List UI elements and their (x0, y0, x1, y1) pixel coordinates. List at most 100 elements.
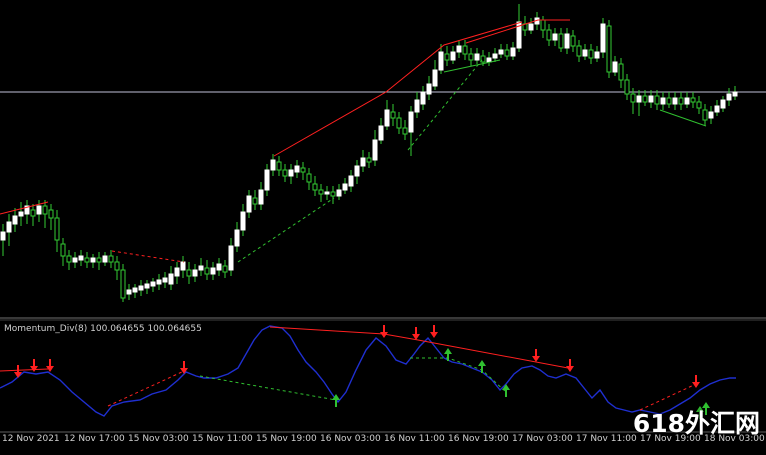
bullish-divergence-dash (237, 197, 335, 263)
bull-candle (492, 53, 498, 59)
bear-candle (468, 53, 474, 61)
bull-candle (354, 165, 360, 177)
bull-candle (360, 157, 366, 167)
green-up-arrow (332, 394, 340, 407)
red-down-arrow (692, 375, 700, 388)
bear-candle (366, 157, 372, 163)
bull-candle (18, 211, 24, 217)
bear-candle (300, 167, 306, 173)
bull-candle (474, 53, 480, 61)
bullish-divergence-dash (199, 375, 337, 401)
bull-candle (162, 277, 168, 283)
bull-candle (612, 61, 618, 73)
bull-candle (426, 83, 432, 95)
time-axis-label: 16 Nov 11:00 (384, 434, 445, 444)
bear-candle (282, 169, 288, 177)
bull-candle (192, 269, 198, 277)
bull-candle (174, 267, 180, 277)
bull-candle (672, 97, 678, 105)
bear-candle (618, 63, 624, 81)
bearish-divergence-line (465, 19, 570, 44)
bear-candle (330, 191, 336, 197)
red-down-arrow (430, 325, 438, 338)
bull-candle (198, 265, 204, 271)
bull-candle (714, 105, 720, 113)
bear-candle (624, 79, 630, 95)
bull-candle (102, 255, 108, 263)
bearish-divergence-line (273, 21, 523, 157)
bear-candle (186, 269, 192, 277)
bearish-divergence-dash (111, 250, 185, 263)
time-axis-label: 12 Nov 2021 (2, 434, 60, 444)
bull-candle (498, 49, 504, 55)
bull-candle (210, 267, 216, 275)
bear-candle (96, 257, 102, 263)
bear-candle (480, 55, 486, 63)
time-axis-label: 17 Nov 11:00 (576, 434, 637, 444)
watermark-logo: 618外汇网 (632, 409, 760, 438)
bear-candle (114, 261, 120, 271)
time-axis-label: 17 Nov 03:00 (512, 434, 573, 444)
bull-candle (516, 21, 522, 49)
bull-candle (6, 221, 12, 233)
indicator-name: Momentum_Div(8) (4, 324, 88, 334)
bullish-divergence-dash (410, 357, 507, 393)
bull-candle (648, 95, 654, 103)
bull-candle (240, 211, 246, 231)
bull-candle (138, 285, 144, 291)
bear-candle (504, 49, 510, 57)
time-axis-label: 18 Nov 03:00 (704, 434, 765, 444)
bull-candle (288, 169, 294, 177)
bear-candle (402, 127, 408, 135)
bear-candle (66, 255, 72, 263)
bull-candle (168, 273, 174, 285)
bull-candle (12, 215, 18, 225)
bull-candle (456, 45, 462, 53)
bear-candle (318, 189, 324, 195)
time-axis-label: 15 Nov 19:00 (256, 434, 317, 444)
bull-candle (720, 99, 726, 109)
candles-group (0, 4, 738, 302)
bearish-divergence-dash (107, 370, 185, 407)
bull-candle (90, 257, 96, 263)
bull-candle (372, 139, 378, 161)
bear-candle (558, 33, 564, 49)
bullish-divergence-line (443, 59, 501, 73)
bull-candle (438, 51, 444, 71)
bull-candle (72, 257, 78, 263)
bear-candle (654, 95, 660, 105)
red-down-arrow (30, 359, 38, 372)
time-axis-label: 15 Nov 03:00 (128, 434, 189, 444)
bear-candle (570, 35, 576, 47)
bear-candle (306, 173, 312, 183)
bear-candle (204, 267, 210, 275)
bear-candle (312, 183, 318, 191)
bear-candle (120, 269, 126, 299)
bull-candle (0, 231, 6, 241)
green-up-arrow (444, 348, 452, 361)
time-axis-label: 17 Nov 19:00 (640, 434, 701, 444)
price-divergence-lines (0, 19, 707, 263)
time-axis-label: 15 Nov 11:00 (192, 434, 253, 444)
bull-candle (150, 281, 156, 287)
bear-candle (396, 117, 402, 129)
bull-candle (732, 91, 738, 97)
bull-candle (420, 91, 426, 105)
bull-candle (324, 191, 330, 195)
bear-candle (84, 257, 90, 263)
bull-candle (660, 97, 666, 105)
time-axis-label: 16 Nov 19:00 (448, 434, 509, 444)
bear-candle (576, 45, 582, 57)
indicator-divergence-lines (0, 326, 697, 411)
bull-candle (270, 159, 276, 171)
bear-candle (54, 217, 60, 241)
bull-candle (582, 49, 588, 57)
bear-candle (666, 97, 672, 105)
green-up-arrow (478, 360, 486, 373)
bullish-divergence-line (659, 109, 707, 127)
bear-candle (630, 93, 636, 103)
bull-candle (246, 195, 252, 213)
bullish-divergence-dash (407, 59, 483, 151)
